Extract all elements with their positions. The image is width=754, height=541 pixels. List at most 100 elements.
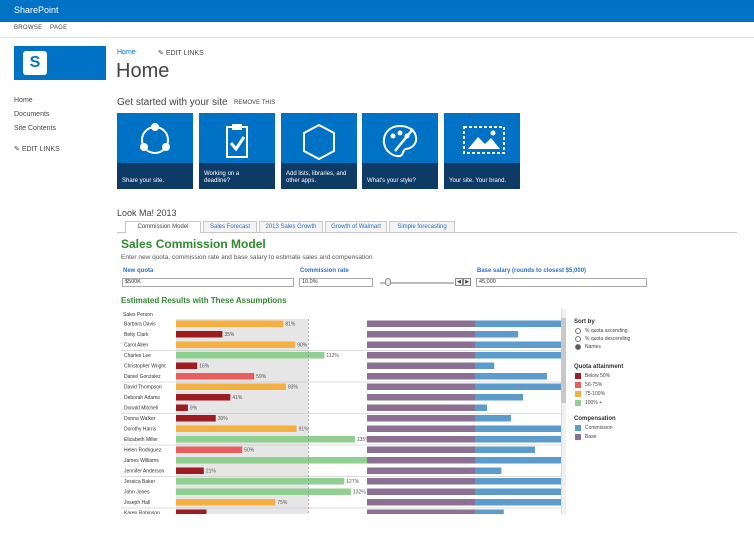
share-icon	[140, 123, 170, 154]
tile-label: What's your style?	[367, 178, 416, 184]
nav-item-documents[interactable]: Documents	[14, 111, 50, 118]
commission-bar	[475, 320, 561, 327]
edit-links-label: EDIT LINKS	[165, 50, 204, 57]
sales-bar	[176, 457, 381, 464]
commission-bar	[475, 509, 504, 514]
tile-band	[281, 163, 357, 189]
row-header: Sales Person	[123, 312, 153, 318]
tile-label: Your site. Your brand.	[449, 178, 507, 184]
attainment-label: 9%	[190, 406, 198, 412]
sales-bar	[176, 425, 297, 432]
ribbon-tab-page[interactable]: PAGE	[50, 25, 68, 31]
sales-person-name: Elizabeth Miller	[124, 437, 158, 443]
tab-growth-walmart[interactable]: Growth of Walmart	[325, 221, 387, 232]
tile-share-site[interactable]: Share your site.	[117, 113, 193, 189]
slider-increment-button[interactable]: ▶	[463, 278, 471, 286]
section-title: Look Ma! 2013	[117, 208, 177, 218]
sales-person-name: Jennifer Anderson	[124, 469, 165, 475]
page-title: Home	[116, 60, 170, 82]
sales-person-name: Barbara Davis	[124, 322, 156, 328]
sort-radio-selected[interactable]	[575, 344, 581, 350]
sort-option[interactable]: % quota descending	[585, 336, 631, 342]
tab-simple-forecasting[interactable]: Simple forecasting	[389, 221, 455, 232]
base-bar	[367, 362, 475, 369]
commission-slider-handle[interactable]	[385, 278, 391, 286]
chart-scrollbar-thumb[interactable]	[561, 318, 566, 403]
tab-commission-model[interactable]: Commission Model	[125, 221, 201, 233]
base-bar	[367, 509, 475, 514]
site-logo[interactable]: S	[14, 46, 106, 80]
base-bar	[367, 436, 475, 443]
tile-brand[interactable]: Your site. Your brand.	[444, 113, 520, 189]
sales-person-name: John Jones	[124, 490, 150, 496]
sort-title: Sort by	[574, 319, 595, 325]
palette-icon	[382, 124, 418, 158]
quota-legend-title: Quota attainment	[574, 364, 624, 370]
tile-deadline[interactable]: Working on a deadline?	[199, 113, 275, 189]
tile-label: Add lists, libraries, and other apps.	[286, 171, 347, 184]
sales-bar	[176, 362, 198, 369]
attainment-label: 135%	[357, 437, 370, 443]
tile-style[interactable]: What's your style?	[362, 113, 438, 189]
base-salary-input[interactable]: 45,000	[476, 278, 647, 287]
quota-input[interactable]: $500K	[122, 278, 294, 287]
sales-person-name: Christopher Wright	[124, 364, 166, 370]
legend-swatch	[575, 382, 581, 388]
base-bar	[367, 352, 475, 359]
pencil-icon: ✎	[14, 146, 22, 153]
sort-radio[interactable]	[575, 336, 581, 342]
attainment-label: 132%	[353, 490, 366, 496]
attainment-label: 81%	[285, 322, 296, 328]
edit-links-top[interactable]: ✎ EDIT LINKS	[158, 49, 204, 57]
sales-person-name: James Williams	[124, 458, 159, 464]
commission-bar	[475, 362, 495, 369]
base-bar	[367, 415, 475, 422]
sort-radio[interactable]	[575, 328, 581, 334]
tile-label: Share your site.	[122, 178, 165, 184]
sales-person-name: Donna Walker	[124, 416, 156, 422]
remove-this-link[interactable]: REMOVE THIS	[234, 100, 276, 106]
chart-legend: Sort by % quota ascending % quota descen…	[571, 315, 656, 445]
commission-bar	[475, 383, 561, 390]
results-title: Estimated Results with These Assumptions	[121, 296, 287, 305]
attainment-label: 127%	[346, 479, 359, 485]
commission-bar	[475, 478, 561, 485]
sales-bar	[176, 499, 276, 506]
base-bar	[367, 320, 475, 327]
tab-sales-growth[interactable]: 2013 Sales Growth	[259, 221, 323, 232]
sales-person-name: Jessica Baker	[124, 479, 155, 485]
chart-scrollbar[interactable]	[561, 309, 566, 514]
sort-option[interactable]: Names	[585, 344, 601, 350]
breadcrumb-home[interactable]: Home	[117, 49, 136, 56]
base-bar	[367, 425, 475, 432]
ribbon-tab-browse[interactable]: BROWSE	[14, 25, 43, 31]
legend-swatch	[575, 373, 581, 379]
sales-person-name: Donald Mitchell	[124, 406, 158, 412]
base-bar	[367, 488, 475, 495]
slider-decrement-button[interactable]: ◀	[455, 278, 463, 286]
legend-label: 100% +	[585, 400, 603, 406]
dashboard-subtitle: Enter new quota, commission rate and bas…	[121, 254, 373, 261]
legend-label: Below 50%	[585, 373, 611, 379]
nav-item-site-contents[interactable]: Site Contents	[14, 125, 57, 132]
commission-bar	[475, 457, 561, 464]
tile-band	[199, 163, 275, 189]
base-bar	[367, 373, 475, 380]
tile-add-apps[interactable]: Add lists, libraries, and other apps.	[281, 113, 357, 189]
nav-edit-links[interactable]: ✎ EDIT LINKS	[14, 145, 60, 153]
commission-bar	[475, 394, 523, 401]
sort-option[interactable]: % quota ascending	[585, 328, 628, 334]
quota-label: New quota	[123, 268, 154, 274]
tab-sales-forecast[interactable]: Sales Forecast	[203, 221, 257, 232]
suite-title[interactable]: SharePoint	[14, 5, 59, 15]
nav-item-home[interactable]: Home	[14, 97, 33, 104]
pencil-icon: ✎	[158, 50, 166, 57]
sales-bar	[176, 467, 204, 474]
attainment-label: 16%	[199, 364, 210, 370]
commission-rate-input[interactable]: 10.0%	[299, 278, 373, 287]
commission-slider-track[interactable]	[380, 282, 454, 284]
base-bar	[367, 341, 475, 348]
base-bar	[367, 331, 475, 338]
commission-bar	[475, 373, 547, 380]
sales-bar	[176, 446, 243, 453]
